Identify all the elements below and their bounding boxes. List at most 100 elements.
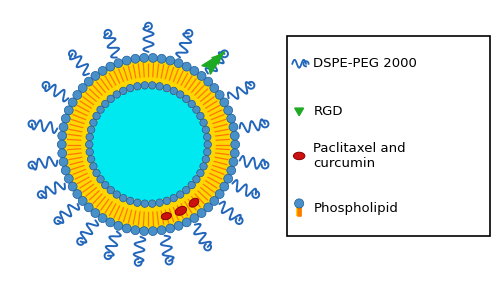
Circle shape bbox=[106, 62, 114, 71]
Circle shape bbox=[182, 95, 190, 103]
FancyArrowPatch shape bbox=[211, 53, 222, 65]
Circle shape bbox=[126, 84, 134, 92]
Ellipse shape bbox=[92, 88, 205, 201]
Circle shape bbox=[131, 54, 140, 63]
Circle shape bbox=[224, 174, 232, 183]
Circle shape bbox=[204, 148, 211, 156]
Ellipse shape bbox=[189, 198, 199, 207]
Circle shape bbox=[131, 226, 140, 235]
Circle shape bbox=[59, 158, 68, 166]
Circle shape bbox=[64, 106, 73, 115]
Circle shape bbox=[98, 214, 107, 223]
Ellipse shape bbox=[162, 213, 172, 220]
Circle shape bbox=[200, 119, 207, 126]
Circle shape bbox=[78, 84, 87, 92]
Circle shape bbox=[196, 169, 204, 177]
Circle shape bbox=[58, 131, 66, 140]
Circle shape bbox=[190, 66, 199, 75]
Circle shape bbox=[113, 91, 120, 98]
Circle shape bbox=[114, 59, 123, 68]
Circle shape bbox=[157, 54, 166, 63]
Circle shape bbox=[188, 100, 196, 108]
Circle shape bbox=[86, 133, 94, 141]
Circle shape bbox=[176, 91, 184, 98]
Circle shape bbox=[210, 197, 218, 205]
Circle shape bbox=[106, 218, 114, 227]
Text: DSPE-PEG 2000: DSPE-PEG 2000 bbox=[314, 57, 418, 70]
Circle shape bbox=[126, 197, 134, 205]
Circle shape bbox=[202, 155, 209, 163]
Circle shape bbox=[93, 169, 100, 177]
Circle shape bbox=[215, 190, 224, 199]
Bar bbox=[296, 206, 302, 216]
Circle shape bbox=[163, 197, 170, 205]
Circle shape bbox=[230, 149, 239, 158]
Circle shape bbox=[166, 56, 174, 65]
Circle shape bbox=[227, 114, 235, 123]
Circle shape bbox=[114, 221, 123, 230]
Circle shape bbox=[230, 131, 239, 140]
Circle shape bbox=[227, 166, 235, 175]
Circle shape bbox=[215, 90, 224, 99]
Circle shape bbox=[220, 182, 228, 191]
Circle shape bbox=[84, 77, 93, 86]
Circle shape bbox=[78, 197, 87, 205]
Circle shape bbox=[91, 209, 100, 218]
Circle shape bbox=[141, 82, 148, 89]
Circle shape bbox=[90, 163, 97, 170]
Text: Phospholipid: Phospholipid bbox=[314, 201, 398, 214]
Circle shape bbox=[148, 200, 156, 207]
Circle shape bbox=[120, 87, 127, 95]
Circle shape bbox=[204, 203, 212, 212]
Circle shape bbox=[182, 186, 190, 194]
Circle shape bbox=[163, 84, 170, 92]
Circle shape bbox=[174, 221, 183, 230]
Circle shape bbox=[148, 227, 158, 236]
Circle shape bbox=[231, 140, 239, 149]
Circle shape bbox=[122, 56, 131, 65]
Circle shape bbox=[192, 106, 200, 113]
Circle shape bbox=[122, 224, 131, 233]
Circle shape bbox=[204, 77, 212, 86]
Circle shape bbox=[157, 226, 166, 235]
Circle shape bbox=[97, 106, 104, 113]
Circle shape bbox=[188, 181, 196, 189]
Circle shape bbox=[73, 190, 82, 199]
Circle shape bbox=[294, 199, 304, 208]
Circle shape bbox=[68, 98, 77, 107]
Circle shape bbox=[134, 199, 141, 206]
Circle shape bbox=[93, 112, 100, 120]
Circle shape bbox=[174, 59, 183, 68]
Circle shape bbox=[204, 141, 212, 148]
Circle shape bbox=[197, 209, 206, 218]
Circle shape bbox=[196, 112, 204, 120]
Circle shape bbox=[64, 174, 73, 183]
Circle shape bbox=[90, 119, 97, 126]
Circle shape bbox=[107, 95, 114, 103]
Circle shape bbox=[140, 227, 148, 236]
Circle shape bbox=[58, 149, 66, 158]
Circle shape bbox=[88, 155, 95, 163]
Circle shape bbox=[62, 166, 70, 175]
Circle shape bbox=[224, 106, 232, 115]
Circle shape bbox=[170, 194, 177, 202]
Circle shape bbox=[97, 176, 104, 183]
Circle shape bbox=[170, 87, 177, 95]
Polygon shape bbox=[295, 108, 304, 116]
Text: RGD: RGD bbox=[314, 105, 343, 118]
Circle shape bbox=[190, 214, 199, 223]
Circle shape bbox=[102, 181, 109, 189]
Circle shape bbox=[86, 148, 94, 156]
Circle shape bbox=[120, 194, 127, 202]
Circle shape bbox=[192, 176, 200, 183]
Circle shape bbox=[141, 200, 148, 207]
Circle shape bbox=[91, 71, 100, 80]
Circle shape bbox=[202, 126, 209, 134]
FancyBboxPatch shape bbox=[287, 36, 490, 236]
Ellipse shape bbox=[175, 206, 186, 215]
Circle shape bbox=[86, 141, 93, 148]
Circle shape bbox=[140, 53, 148, 62]
Circle shape bbox=[148, 82, 156, 89]
Ellipse shape bbox=[294, 152, 305, 160]
Circle shape bbox=[88, 126, 95, 134]
